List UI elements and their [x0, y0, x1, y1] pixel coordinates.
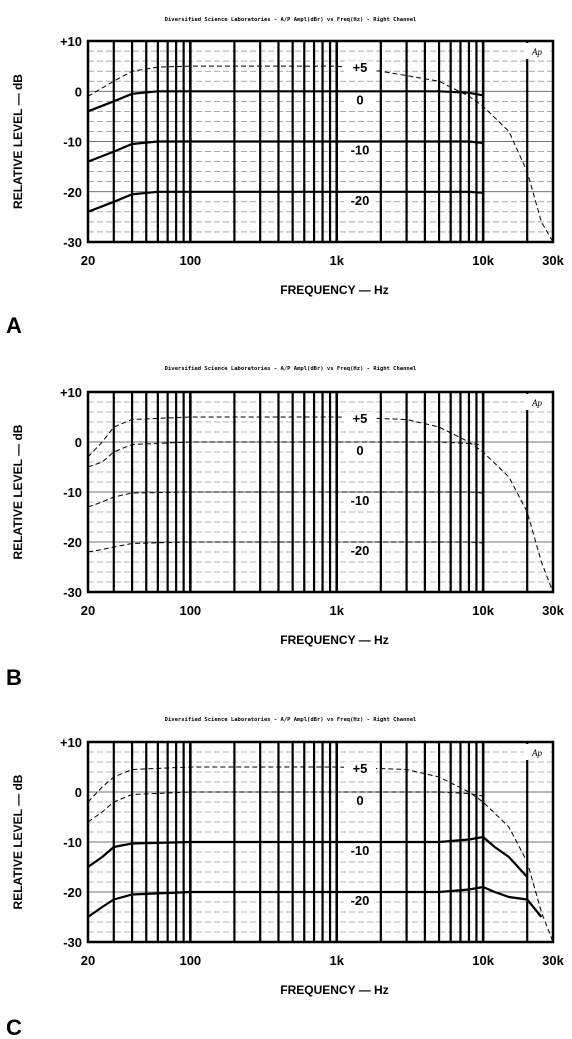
chart-header: Diversified Science Laboratories - A/P A…: [165, 366, 417, 372]
curve-minus10: [87, 140, 484, 163]
curve-label: +5: [353, 761, 368, 776]
curve-label: -20: [351, 193, 370, 208]
plot-frame: [86, 39, 555, 244]
plot-frame: [86, 390, 555, 594]
curve-label-bg: [344, 794, 376, 808]
plot-frame: [86, 740, 555, 944]
ap-logo: Ap: [531, 748, 542, 758]
curve-0: [87, 791, 484, 823]
y-tick-label: -20: [63, 885, 82, 900]
panel-letter: C: [6, 1015, 22, 1039]
y-tick-label: -20: [63, 535, 82, 550]
curve-label-bg: [344, 93, 376, 108]
y-tick-label: +10: [60, 34, 82, 49]
y-tick-label: -10: [63, 135, 82, 150]
x-tick-label: 10k: [472, 253, 494, 268]
ap-logo: Ap: [531, 398, 542, 408]
x-tick-label: 30k: [542, 253, 564, 268]
chart-panel-c: Diversified Science Laboratories - A/P A…: [6, 717, 565, 1039]
y-tick-label: 0: [75, 785, 82, 800]
panel-letter: B: [6, 665, 22, 690]
x-tick-label: 1k: [330, 603, 345, 618]
curve-minus20: [87, 885, 543, 918]
x-tick-label: 1k: [330, 253, 345, 268]
y-axis-title: RELATIVE LEVEL — dB: [11, 74, 25, 209]
panel-letter: A: [6, 313, 22, 338]
curve-label-bg: [344, 894, 376, 908]
curve-label: -20: [351, 543, 370, 558]
curve-label-bg: [344, 762, 376, 776]
ap-logo-bg: [524, 43, 550, 59]
curve-plus5: [87, 766, 554, 943]
y-tick-label: -30: [63, 235, 82, 250]
x-tick-label: 20: [81, 603, 95, 618]
curve-label-bg: [344, 844, 376, 858]
curve-label-bg: [344, 143, 376, 158]
y-tick-label: +10: [60, 385, 82, 400]
curve-label: +5: [353, 60, 368, 75]
chart-header: Diversified Science Laboratories - A/P A…: [165, 717, 417, 723]
curve-label-bg: [344, 444, 376, 458]
curve-label: +5: [353, 411, 368, 426]
curve-0: [87, 441, 484, 468]
curve-minus10: [87, 491, 484, 508]
curve-plus5: [87, 416, 554, 593]
y-tick-label: 0: [75, 435, 82, 450]
y-tick-label: -10: [63, 485, 82, 500]
y-tick-label: -30: [63, 585, 82, 600]
x-tick-label: 30k: [542, 603, 564, 618]
x-axis-title: FREQUENCY — Hz: [280, 983, 388, 997]
chart-panel-a: Diversified Science Laboratories - A/P A…: [6, 17, 565, 338]
curve-label-bg: [344, 544, 376, 558]
curve-label: 0: [356, 793, 363, 808]
curve-label: -10: [351, 843, 370, 858]
x-tick-label: 100: [179, 953, 201, 968]
curve-label: 0: [356, 92, 363, 107]
curve-label-bg: [344, 61, 376, 76]
curve-plus5: [87, 65, 554, 243]
y-axis-title: RELATIVE LEVEL — dB: [11, 424, 25, 559]
x-tick-label: 100: [179, 603, 201, 618]
curve-label-bg: [344, 494, 376, 508]
x-tick-label: 10k: [472, 603, 494, 618]
curve-0: [87, 90, 484, 113]
x-axis-title: FREQUENCY — Hz: [280, 633, 388, 647]
curve-label: 0: [356, 443, 363, 458]
curve-minus10: [87, 835, 529, 878]
x-tick-label: 30k: [542, 953, 564, 968]
chart-panel-b: Diversified Science Laboratories - A/P A…: [6, 366, 565, 690]
x-tick-label: 20: [81, 253, 95, 268]
ap-logo: Ap: [531, 47, 542, 57]
x-tick-label: 10k: [472, 953, 494, 968]
y-tick-label: -10: [63, 835, 82, 850]
curve-minus20: [87, 541, 484, 553]
y-tick-label: -30: [63, 935, 82, 950]
ap-logo-bg: [524, 744, 550, 760]
curve-label: -20: [351, 893, 370, 908]
y-tick-label: +10: [60, 735, 82, 750]
ap-logo-bg: [524, 394, 550, 410]
curve-label-bg: [344, 412, 376, 426]
x-tick-label: 20: [81, 953, 95, 968]
y-tick-label: -20: [63, 185, 82, 200]
y-axis-title: RELATIVE LEVEL — dB: [11, 774, 25, 909]
x-tick-label: 100: [179, 253, 201, 268]
curve-label: -10: [351, 493, 370, 508]
curve-label: -10: [351, 143, 370, 158]
chart-header: Diversified Science Laboratories - A/P A…: [165, 17, 417, 23]
x-axis-title: FREQUENCY — Hz: [280, 283, 388, 297]
curve-minus20: [87, 190, 484, 213]
x-tick-label: 1k: [330, 953, 345, 968]
y-tick-label: 0: [75, 84, 82, 99]
curve-label-bg: [344, 193, 376, 208]
